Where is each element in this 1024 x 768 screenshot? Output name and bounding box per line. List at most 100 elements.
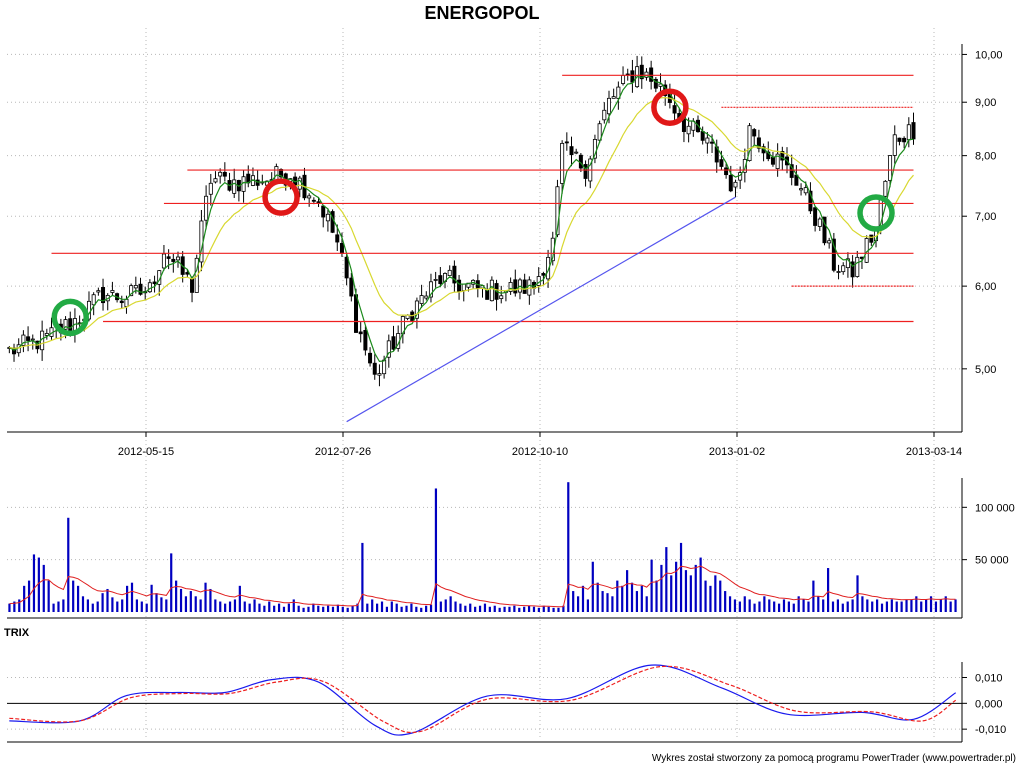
candle-body (424, 295, 429, 299)
volume-y-tick-label: 50 000 (975, 555, 1009, 567)
candle-body (124, 298, 129, 308)
volume-bar (287, 603, 290, 612)
volume-bar (714, 575, 717, 612)
volume-bar (733, 599, 737, 612)
candle-body (363, 330, 368, 351)
candle-body (831, 238, 836, 271)
trendline (346, 196, 736, 423)
candle-body (152, 281, 157, 285)
candle-body (813, 207, 818, 226)
candle-body (742, 159, 747, 173)
volume-panel: 100 000 50 000 (7, 478, 1015, 619)
candle-body (728, 174, 733, 192)
volume-bar (939, 599, 942, 612)
candle-body (541, 273, 546, 276)
volume-bar (253, 599, 256, 612)
trix-line (9, 664, 957, 736)
volume-bar (474, 606, 477, 612)
volume-bar (258, 603, 261, 612)
candle-body (616, 86, 621, 99)
candle-body (888, 155, 893, 181)
candle-body (850, 261, 855, 278)
candle-body (724, 167, 729, 176)
volume-bar (37, 557, 40, 612)
volume-bar (233, 599, 237, 612)
volume-bar (23, 585, 26, 612)
volume-bar (724, 591, 727, 612)
candle-body (780, 151, 785, 161)
volume-bar (52, 603, 55, 612)
volume-bar (214, 599, 217, 612)
volume-bar (356, 603, 359, 612)
candle-body (546, 256, 551, 280)
trix-label: TRIX (4, 627, 30, 639)
candle-body (91, 294, 96, 306)
volume-bar (885, 601, 889, 612)
volume-bar (459, 603, 462, 612)
candle-body (161, 253, 166, 269)
volume-bar (385, 606, 389, 612)
volume-bar (179, 588, 183, 612)
candle-body (653, 78, 658, 89)
candle-body (129, 285, 134, 297)
price-panel: 10,00 9,00 8,00 7,00 6,00 5,00 2012-05-15 2012-… (7, 28, 1003, 740)
volume-bar (606, 593, 609, 612)
volume-bar (831, 601, 835, 612)
volume-bar (601, 591, 604, 612)
volume-bar (542, 605, 545, 612)
volume-bar (165, 599, 168, 612)
candle-body (133, 285, 138, 289)
volume-bar (277, 603, 281, 612)
volume-bar (876, 599, 879, 612)
candle-body (372, 362, 377, 375)
candle-body (96, 290, 101, 293)
candle-body (794, 174, 799, 186)
volume-bar (655, 580, 658, 612)
candle-body (602, 109, 607, 121)
candle-body (733, 181, 738, 188)
volume-bar (670, 575, 673, 612)
candle-body (527, 279, 532, 296)
candle-body (26, 336, 31, 341)
candle-body (311, 199, 316, 202)
volume-bar (91, 603, 94, 612)
volume-bar (777, 603, 781, 612)
volume-bar (944, 596, 947, 612)
candle-body (841, 265, 846, 273)
volume-bar (390, 601, 393, 612)
volume-bar (42, 564, 45, 612)
candle-body (21, 334, 26, 346)
volume-bar (817, 596, 820, 612)
volume-bar (684, 570, 688, 612)
volume-bar (376, 603, 379, 612)
volume-bar (317, 605, 320, 612)
volume-bar (738, 601, 741, 612)
volume-bar (802, 599, 805, 612)
volume-bar (248, 603, 251, 612)
candle-body (719, 159, 724, 167)
candle-body (911, 122, 916, 140)
volume-bar (773, 601, 776, 612)
volume-bar (160, 597, 163, 612)
volume-bar (96, 601, 99, 612)
volume-bar (576, 596, 580, 612)
candle-body (138, 283, 143, 295)
volume-bar (322, 606, 325, 612)
volume-bar (581, 585, 585, 612)
candle-body (428, 281, 433, 298)
candle-body (508, 282, 513, 292)
volume-bar (297, 605, 300, 612)
volume-bar (204, 582, 207, 612)
candle-body (222, 171, 227, 177)
volume-bar (547, 606, 550, 612)
volume-bar (273, 605, 276, 612)
candle-body (255, 179, 260, 186)
volume-bar (866, 599, 869, 612)
volume-bar (302, 607, 305, 612)
candle-body (171, 258, 176, 262)
candle-body (597, 123, 602, 141)
candle-body (789, 164, 794, 178)
volume-bar (478, 605, 482, 612)
volume-bar (469, 603, 472, 612)
